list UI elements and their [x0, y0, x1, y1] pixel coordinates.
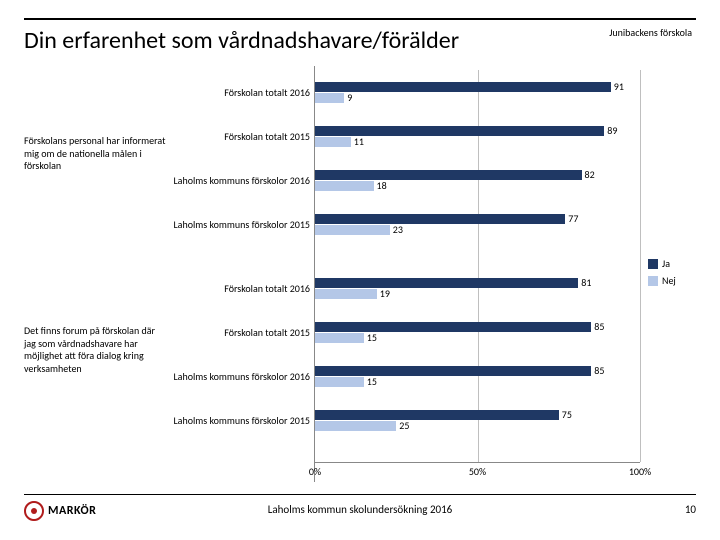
bar-pair: 89 11	[315, 114, 640, 158]
legend-item: Nej	[648, 274, 696, 287]
legend-swatch	[648, 276, 658, 286]
slide: Din erfarenhet som vårdnadshavare/föräld…	[0, 0, 720, 540]
category-label: Laholms kommuns förskolor 2016	[172, 354, 314, 398]
bar-value: 15	[367, 375, 377, 388]
category-label: Laholms kommuns förskolor 2015	[172, 398, 314, 442]
bar-nej: 15	[315, 333, 364, 343]
logo-text: MARKÖR	[48, 504, 96, 518]
bar-value: 82	[585, 168, 595, 181]
bar-value: 15	[367, 331, 377, 344]
gridline	[640, 70, 641, 462]
bar-pair: 8515	[315, 310, 640, 354]
page-title: Din erfarenhet som vårdnadshavare/föräld…	[24, 26, 696, 55]
subtitle: Junibackens förskola	[609, 26, 692, 39]
x-axis: 0%50%100%	[315, 462, 640, 482]
bar-group: 919891182187723	[315, 70, 640, 246]
top-rule	[24, 18, 696, 20]
bar-group: 8119851585157525	[315, 266, 640, 442]
bar-pair: 7723	[315, 202, 640, 246]
bar-value: 91	[614, 80, 624, 93]
bar-value: 81	[581, 276, 591, 289]
bar-ja: 77	[315, 214, 565, 224]
logo-icon	[24, 501, 44, 521]
bar-value: 11	[354, 135, 364, 148]
axis-tick: 0%	[309, 465, 321, 478]
bar-value: 75	[562, 408, 572, 421]
bar-pair: 8515	[315, 354, 640, 398]
category-label: Förskolan totalt 2015	[172, 310, 314, 354]
legend-item: Ja	[648, 257, 696, 270]
bar-ja: 75	[315, 410, 559, 420]
legend-label: Nej	[662, 274, 676, 287]
bar-value: 19	[380, 287, 390, 300]
question-column: Förskolans personal har informerat mig o…	[24, 66, 172, 482]
chart: Förskolans personal har informerat mig o…	[24, 66, 696, 482]
bar-ja: 81	[315, 278, 578, 288]
bar-nej: 23	[315, 225, 390, 235]
footer-text: Laholms kommun skolundersökning 2016	[268, 503, 453, 516]
bar-pair: 7525	[315, 398, 640, 442]
logo: MARKÖR	[24, 501, 96, 521]
legend-label: Ja	[662, 257, 670, 270]
bar-ja: 91	[315, 82, 611, 92]
axis-tick: 100%	[629, 465, 651, 478]
question-text: Det finns forum på förskolan där jag som…	[24, 262, 172, 438]
bar-pair: 8119	[315, 266, 640, 310]
plot-area: 9198911821877238119851585157525 0%50%100…	[314, 66, 696, 482]
category-label: Förskolan totalt 2015	[172, 114, 314, 158]
bar-value: 85	[594, 320, 604, 333]
bar-value: 85	[594, 364, 604, 377]
question-text: Förskolans personal har informerat mig o…	[24, 66, 172, 242]
bar-nej: 9	[315, 93, 344, 103]
category-label: Laholms kommuns förskolor 2015	[172, 202, 314, 246]
axis-tick: 50%	[469, 465, 486, 478]
bar-value: 77	[568, 212, 578, 225]
bar-value: 18	[377, 179, 387, 192]
bar-nej: 18	[315, 181, 374, 191]
bar-value: 25	[399, 419, 409, 432]
bars-layer: 9198911821877238119851585157525	[315, 70, 640, 462]
bar-ja: 82	[315, 170, 582, 180]
legend-swatch	[648, 259, 658, 269]
bar-pair: 8218	[315, 158, 640, 202]
footer: MARKÖR Laholms kommun skolundersökning 2…	[24, 494, 696, 526]
bar-nej: 19	[315, 289, 377, 299]
legend: Ja Nej	[648, 257, 696, 291]
bar-value: 23	[393, 223, 403, 236]
bar-nej: 25	[315, 421, 396, 431]
bar-ja: 85	[315, 322, 591, 332]
page-number: 10	[685, 503, 696, 516]
bar-nej: 15	[315, 377, 364, 387]
bar-ja: 85	[315, 366, 591, 376]
bar-pair: 919	[315, 70, 640, 114]
category-column: Förskolan totalt 2016Förskolan totalt 20…	[172, 66, 314, 482]
category-label: Förskolan totalt 2016	[172, 70, 314, 114]
bar-nej: 11	[315, 137, 351, 147]
category-label: Laholms kommuns förskolor 2016	[172, 158, 314, 202]
bar-value: 9	[347, 91, 352, 104]
category-label: Förskolan totalt 2016	[172, 266, 314, 310]
bar-value: 89	[607, 124, 617, 137]
